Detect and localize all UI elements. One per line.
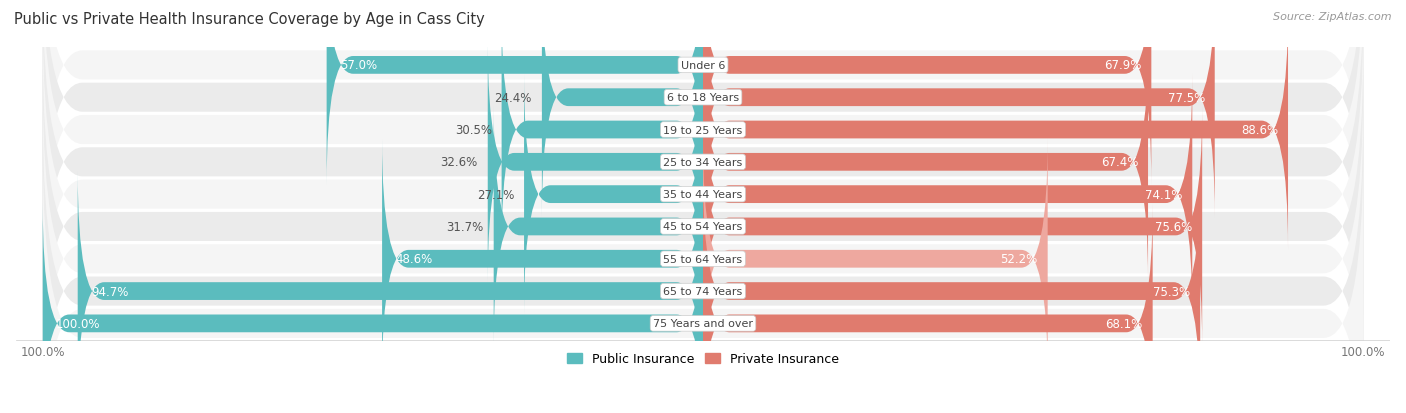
Text: 67.4%: 67.4%: [1101, 156, 1137, 169]
Text: 6 to 18 Years: 6 to 18 Years: [666, 93, 740, 103]
Text: 55 to 64 Years: 55 to 64 Years: [664, 254, 742, 264]
Text: 25 to 34 Years: 25 to 34 Years: [664, 157, 742, 167]
Text: 31.7%: 31.7%: [447, 221, 484, 233]
FancyBboxPatch shape: [502, 10, 703, 250]
FancyBboxPatch shape: [703, 43, 1149, 282]
Text: 19 to 25 Years: 19 to 25 Years: [664, 125, 742, 135]
FancyBboxPatch shape: [42, 80, 1364, 413]
Text: 94.7%: 94.7%: [91, 285, 128, 298]
Text: 30.5%: 30.5%: [454, 124, 492, 137]
FancyBboxPatch shape: [703, 0, 1152, 186]
FancyBboxPatch shape: [703, 139, 1047, 379]
Text: 35 to 44 Years: 35 to 44 Years: [664, 190, 742, 199]
Text: 48.6%: 48.6%: [395, 253, 433, 266]
FancyBboxPatch shape: [494, 107, 703, 347]
Text: 88.6%: 88.6%: [1241, 124, 1278, 137]
Legend: Public Insurance, Private Insurance: Public Insurance, Private Insurance: [562, 347, 844, 370]
FancyBboxPatch shape: [703, 0, 1215, 218]
FancyBboxPatch shape: [382, 139, 703, 379]
Text: 74.1%: 74.1%: [1144, 188, 1182, 201]
FancyBboxPatch shape: [541, 0, 703, 218]
FancyBboxPatch shape: [42, 16, 1364, 374]
FancyBboxPatch shape: [77, 171, 703, 411]
FancyBboxPatch shape: [42, 0, 1364, 277]
Text: 75.6%: 75.6%: [1154, 221, 1192, 233]
FancyBboxPatch shape: [326, 0, 703, 186]
FancyBboxPatch shape: [42, 112, 1364, 413]
Text: 100.0%: 100.0%: [56, 317, 100, 330]
Text: 24.4%: 24.4%: [495, 92, 531, 104]
Text: 52.2%: 52.2%: [1001, 253, 1038, 266]
FancyBboxPatch shape: [703, 10, 1288, 250]
Text: 57.0%: 57.0%: [340, 59, 377, 72]
FancyBboxPatch shape: [42, 145, 1364, 413]
FancyBboxPatch shape: [42, 204, 703, 413]
Text: 75 Years and over: 75 Years and over: [652, 318, 754, 329]
FancyBboxPatch shape: [42, 0, 1364, 244]
FancyBboxPatch shape: [703, 204, 1153, 413]
FancyBboxPatch shape: [488, 43, 703, 282]
FancyBboxPatch shape: [524, 75, 703, 315]
FancyBboxPatch shape: [42, 0, 1364, 341]
Text: Source: ZipAtlas.com: Source: ZipAtlas.com: [1274, 12, 1392, 22]
FancyBboxPatch shape: [703, 107, 1202, 347]
Text: 77.5%: 77.5%: [1167, 92, 1205, 104]
Text: Public vs Private Health Insurance Coverage by Age in Cass City: Public vs Private Health Insurance Cover…: [14, 12, 485, 27]
Text: 45 to 54 Years: 45 to 54 Years: [664, 222, 742, 232]
Text: 75.3%: 75.3%: [1153, 285, 1191, 298]
Text: 65 to 74 Years: 65 to 74 Years: [664, 286, 742, 297]
FancyBboxPatch shape: [703, 171, 1201, 411]
FancyBboxPatch shape: [42, 0, 1364, 309]
FancyBboxPatch shape: [42, 48, 1364, 406]
FancyBboxPatch shape: [703, 75, 1192, 315]
Text: 68.1%: 68.1%: [1105, 317, 1143, 330]
Text: 67.9%: 67.9%: [1104, 59, 1142, 72]
Text: 27.1%: 27.1%: [477, 188, 515, 201]
Text: Under 6: Under 6: [681, 61, 725, 71]
Text: 32.6%: 32.6%: [440, 156, 478, 169]
